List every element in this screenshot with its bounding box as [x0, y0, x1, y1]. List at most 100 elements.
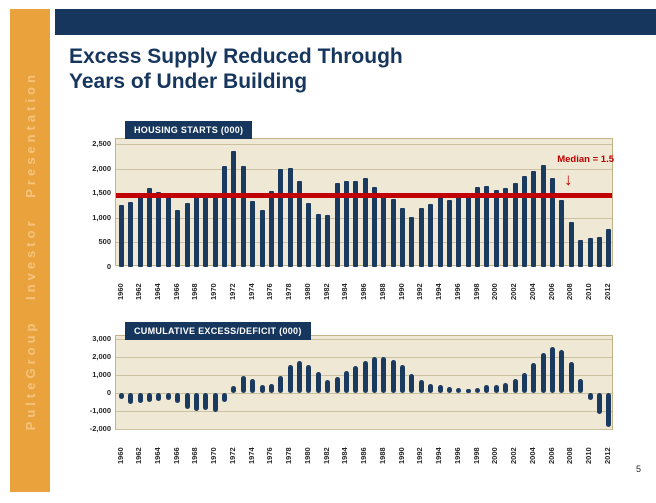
bar-2007	[559, 200, 565, 267]
x-tick-label: 2008	[565, 447, 575, 464]
median-annotation-label: Median = 1.5	[557, 154, 614, 165]
bar-1975	[259, 384, 265, 393]
bar-1998	[475, 387, 481, 393]
bar-2004	[531, 363, 537, 393]
x-tick-label: 1996	[452, 283, 462, 300]
x-tick-label: 1976	[265, 447, 275, 464]
x-tick-label: 1986	[359, 283, 369, 300]
bar-1970	[212, 393, 218, 412]
x-tick-label: 1964	[152, 447, 162, 464]
bar-1992	[418, 207, 424, 267]
x-tick-label: 1976	[265, 283, 275, 300]
bar-2001	[503, 382, 509, 393]
bar-1973	[240, 166, 246, 267]
cumulative-excess-deficit-chart-title: CUMULATIVE EXCESS/DEFICIT (000)	[125, 322, 311, 340]
x-tick-label: 1964	[152, 283, 162, 300]
x-tick-label: 1972	[227, 283, 237, 300]
bar-2007	[559, 349, 565, 393]
y-tick-label: 1,000	[92, 212, 111, 222]
bar-1960	[119, 205, 124, 267]
x-tick-label: 2010	[584, 447, 593, 464]
housing-starts-chart: HOUSING STARTS (000) Median = 1.5 ↓ 0 500…	[76, 118, 636, 316]
bar-1982	[325, 214, 331, 267]
gridline	[116, 144, 612, 145]
gridline	[116, 429, 612, 430]
x-tick-label: 1984	[340, 283, 350, 300]
bar-2005	[540, 165, 546, 267]
x-tick-label: 1992	[415, 447, 425, 464]
bar-1975	[259, 209, 265, 267]
bar-1980	[306, 365, 312, 393]
bar-1986	[362, 178, 368, 267]
bar-2000	[493, 384, 499, 393]
y-tick-label: 500	[98, 237, 111, 247]
x-tick-label: 1980	[302, 447, 312, 464]
bar-1993	[428, 203, 434, 267]
x-tick-label: 1998	[471, 283, 481, 300]
x-tick-label: 1966	[171, 447, 181, 464]
bar-1978	[287, 167, 293, 267]
x-tick-label: 2002	[509, 283, 519, 300]
cumulative-excess-deficit-chart: CUMULATIVE EXCESS/DEFICIT (000) -2,000 -1…	[76, 318, 636, 478]
bar-1985	[353, 181, 359, 267]
x-tick-label: 2008	[565, 283, 575, 300]
bar-1961	[128, 393, 134, 404]
x-tick-label: 1970	[209, 447, 219, 464]
y-tick-label: 0	[106, 262, 111, 271]
bar-1999	[484, 186, 490, 267]
bar-1966	[175, 393, 181, 403]
x-tick-label: 1982	[321, 447, 331, 464]
bar-1988	[381, 193, 387, 267]
bar-1961	[128, 202, 134, 267]
top-accent-bar	[55, 9, 656, 35]
bar-2008	[568, 222, 574, 267]
y-tick-label: 0	[106, 388, 111, 397]
bar-1970	[212, 196, 218, 267]
bar-2011	[596, 237, 602, 267]
bar-1998	[475, 187, 481, 267]
x-tick-label: 1986	[359, 447, 369, 464]
bar-1991	[409, 374, 415, 393]
housing-starts-plot-area	[115, 138, 613, 267]
bar-1962	[137, 393, 143, 403]
bar-2008	[568, 361, 574, 393]
bar-1983	[334, 183, 340, 267]
bar-2006	[550, 347, 556, 393]
bar-1974	[250, 378, 256, 393]
bar-1967	[184, 203, 190, 267]
y-tick-label: 2,000	[92, 352, 111, 361]
bar-1960	[119, 393, 124, 400]
y-tick-label: -2,000	[89, 424, 111, 433]
bar-1964	[156, 393, 162, 402]
bar-2003	[521, 176, 527, 267]
bar-1988	[381, 357, 387, 393]
x-tick-label: 1982	[321, 283, 331, 300]
bar-2005	[540, 352, 546, 393]
x-tick-label: 1966	[171, 283, 181, 300]
x-tick-label: 1994	[434, 283, 444, 300]
x-tick-label: 1968	[190, 447, 200, 464]
x-tick-label: 2006	[546, 447, 556, 464]
bar-1985	[353, 366, 359, 393]
x-tick-label: 1970	[209, 283, 219, 300]
y-tick-label: 1,000	[92, 370, 111, 379]
bar-1983	[334, 376, 340, 393]
gridline	[116, 393, 612, 394]
bar-1965	[165, 194, 171, 267]
title-line-1: Excess Supply Reduced Through	[69, 45, 403, 68]
bar-1979	[297, 360, 303, 393]
bar-2004	[531, 170, 537, 267]
x-tick-label: 1968	[190, 283, 200, 300]
bar-1976	[268, 191, 274, 267]
x-tick-label: 1994	[434, 447, 444, 464]
bar-1962	[137, 195, 143, 267]
bar-2012	[606, 228, 612, 267]
bar-1992	[418, 380, 424, 393]
bar-1984	[343, 370, 349, 393]
bar-2003	[521, 373, 527, 393]
cumulative-excess-deficit-plot-area	[115, 335, 613, 430]
bar-1971	[222, 166, 228, 267]
bar-2002	[512, 379, 518, 393]
x-tick-label: 1960	[115, 447, 125, 464]
